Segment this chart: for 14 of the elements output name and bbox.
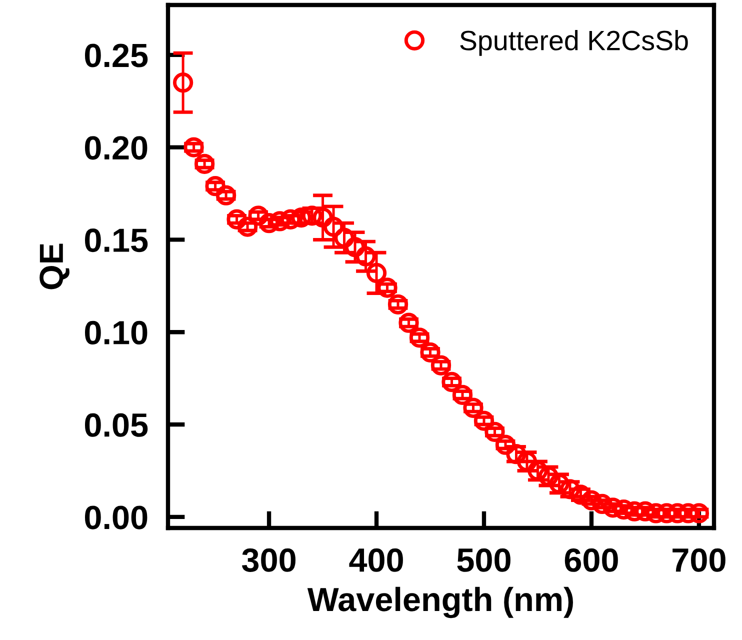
x-tick-label: 700 [672,548,726,572]
x-axis-title: Wavelength (nm) [307,586,573,618]
y-tick-label: 0.00 [85,506,148,530]
y-tick-label: 0.15 [85,228,148,252]
x-tick-label: 500 [457,548,510,572]
x-tick-label: 300 [242,548,296,572]
y-axis-title: QE [40,244,70,290]
y-tick-label: 0.10 [85,320,148,345]
x-tick-label: 600 [564,548,618,572]
y-tick-label: 0.20 [85,136,148,160]
y-tick-label: 0.25 [85,44,148,68]
legend-label: Sputtered K2CsSb [460,30,688,56]
x-tick-label: 400 [349,548,403,572]
y-tick-label: 0.05 [85,413,148,437]
